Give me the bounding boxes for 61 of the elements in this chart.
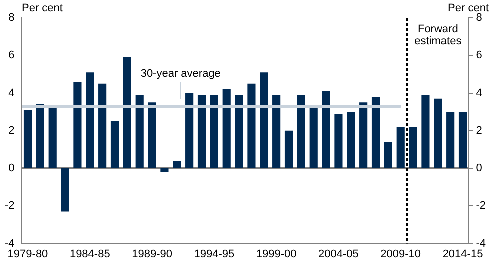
bar bbox=[86, 72, 94, 169]
bar bbox=[446, 112, 455, 169]
bar bbox=[222, 90, 231, 169]
bar bbox=[186, 93, 194, 169]
y2-tick-label: 2 bbox=[476, 124, 482, 137]
x-tick-label: 2014-15 bbox=[442, 248, 484, 260]
y-tick-label: 4 bbox=[8, 87, 15, 100]
y-tick-label: -2 bbox=[5, 200, 15, 212]
bar bbox=[260, 72, 268, 169]
bar bbox=[434, 98, 442, 169]
bar bbox=[360, 102, 368, 169]
bar bbox=[173, 161, 182, 169]
bar bbox=[24, 110, 32, 169]
y2-tick-label: 6 bbox=[476, 50, 482, 62]
bar bbox=[396, 127, 405, 169]
y-tick-label: 6 bbox=[8, 50, 15, 62]
x-tick-label: 2004-05 bbox=[318, 248, 359, 260]
bar bbox=[409, 127, 418, 169]
bar bbox=[148, 102, 156, 169]
y-tick-label: -4 bbox=[5, 238, 15, 250]
bar bbox=[136, 95, 144, 169]
bar bbox=[198, 95, 206, 169]
x-tick-label: 1979-80 bbox=[8, 248, 48, 260]
bar bbox=[372, 97, 380, 169]
bar bbox=[322, 91, 330, 169]
bar bbox=[110, 121, 120, 169]
y2-tick-label: 0 bbox=[476, 162, 482, 175]
bar bbox=[98, 84, 107, 169]
bar bbox=[235, 95, 244, 169]
bar bbox=[61, 168, 70, 212]
bar bbox=[297, 95, 306, 169]
bar bbox=[347, 112, 356, 169]
y2-tick-label: 8 bbox=[476, 12, 482, 24]
y-tick-label: 0 bbox=[8, 162, 15, 175]
bar bbox=[248, 84, 256, 169]
x-tick-label: 1984-85 bbox=[70, 248, 110, 260]
y2-tick-label: 4 bbox=[476, 87, 482, 100]
ref-line-label: 30-year average bbox=[140, 68, 221, 80]
bar bbox=[384, 142, 392, 169]
y-tick-label: 2 bbox=[8, 124, 15, 137]
y-tick-label: 8 bbox=[8, 12, 15, 24]
x-tick-label: 2009-10 bbox=[380, 248, 422, 260]
y2-tick-label: -2 bbox=[476, 200, 486, 212]
bar bbox=[123, 58, 132, 169]
x-tick-label: 1994-95 bbox=[194, 248, 235, 260]
ref-line-label: Forward estimates bbox=[414, 24, 462, 48]
x-tick-label: 1989-90 bbox=[132, 248, 172, 260]
bar bbox=[422, 95, 430, 169]
y-axis-title: Per cent bbox=[22, 2, 63, 15]
bar bbox=[48, 106, 57, 169]
bar bbox=[74, 82, 82, 169]
bar bbox=[284, 130, 294, 169]
bar bbox=[310, 108, 318, 169]
bar bbox=[36, 104, 44, 169]
x-tick-label: 1999-00 bbox=[256, 248, 297, 260]
bar bbox=[334, 114, 343, 169]
y2-tick-label: -4 bbox=[476, 238, 486, 250]
bar bbox=[458, 112, 468, 169]
bar bbox=[210, 95, 218, 169]
bar bbox=[272, 95, 281, 169]
bar bbox=[160, 168, 169, 172]
